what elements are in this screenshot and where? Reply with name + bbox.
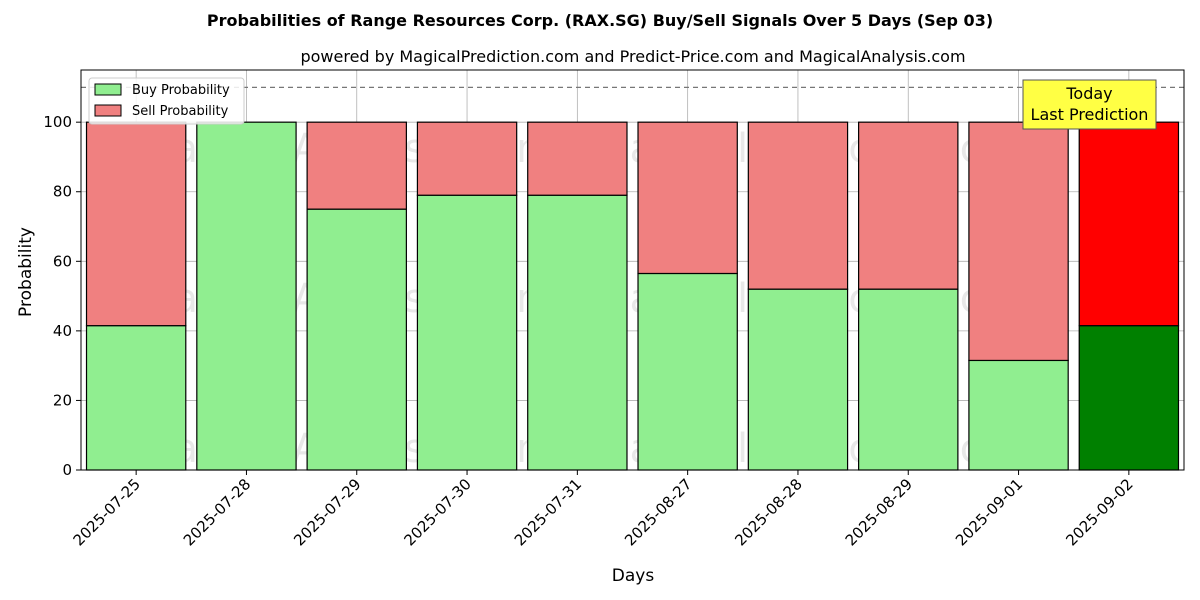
buy-bar [747, 288, 849, 471]
sell-bar [747, 121, 849, 290]
legend-swatch [94, 104, 122, 117]
buy-bar [416, 194, 518, 471]
annotation-box [1022, 79, 1157, 130]
legend: Buy Probability Sell Probability [88, 77, 245, 125]
buy-bar [527, 194, 628, 471]
y-tick-label: 80 [53, 183, 72, 201]
x-tick-label: 2025-09-02 [1062, 475, 1136, 549]
sell-bar [85, 121, 187, 327]
plot-frame [80, 69, 1185, 471]
buy-bar [968, 359, 1069, 471]
today-annotation: Today Last Prediction [1022, 79, 1157, 130]
legend-label: Sell Probability [132, 104, 229, 119]
x-tick-label: 2025-08-28 [731, 475, 805, 549]
y-tick-label: 40 [53, 322, 72, 340]
x-tick-label: 2025-08-29 [842, 475, 916, 549]
sell-bar [1078, 121, 1180, 327]
y-tick-label: 60 [53, 252, 72, 270]
y-axis-label: Probability [16, 227, 36, 317]
y-tick-label: 20 [53, 391, 72, 409]
chart-subtitle: powered by MagicalPrediction.com and Pre… [300, 47, 965, 66]
legend-label: Buy Probability [132, 83, 230, 98]
chart-title: Probabilities of Range Resources Corp. (… [207, 11, 993, 30]
annotation-text: Last Prediction [1031, 105, 1149, 124]
sell-bar [968, 121, 1069, 362]
x-tick-label: 2025-07-29 [290, 475, 364, 549]
x-tick-label: 2025-07-31 [511, 475, 585, 549]
legend-box [88, 77, 245, 125]
legend-swatch [94, 83, 122, 96]
buy-bar [637, 272, 738, 471]
x-tick-label: 2025-07-28 [180, 475, 254, 549]
y-tick-label: 0 [62, 461, 72, 479]
sell-bar [306, 121, 407, 210]
buy-bar [858, 288, 959, 471]
y-tick-label: 100 [43, 113, 72, 131]
buy-bar [1078, 325, 1180, 471]
annotation-text: Today [1065, 84, 1112, 103]
x-tick-label: 2025-07-30 [400, 475, 474, 549]
sell-bar [527, 121, 628, 196]
x-tick-label: 2025-08-27 [621, 475, 695, 549]
buy-bar [306, 208, 407, 471]
sell-bar [637, 121, 738, 275]
bars [85, 121, 1180, 471]
buy-bar [85, 325, 187, 471]
buy-bar [196, 121, 297, 471]
x-tick-label: 2025-09-01 [952, 475, 1026, 549]
x-axis-label: Days [612, 566, 655, 586]
sell-bar [416, 121, 518, 196]
x-tick-label: 2025-07-25 [70, 475, 144, 549]
sell-bar [858, 121, 959, 290]
